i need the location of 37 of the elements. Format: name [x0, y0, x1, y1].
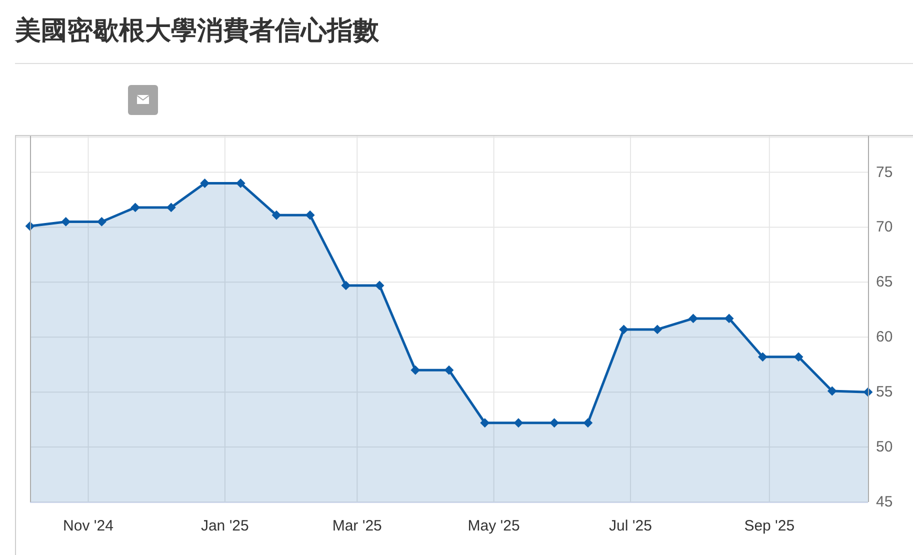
x-tick-label: Jul '25: [609, 518, 652, 534]
point: [375, 280, 384, 290]
point: [166, 202, 176, 212]
y-tick-label: 65: [876, 274, 893, 291]
x-tick-label: May '25: [468, 518, 520, 534]
point: [794, 352, 804, 362]
y-tick-label: 70: [876, 218, 893, 236]
point: [619, 324, 628, 334]
point: [758, 352, 768, 362]
x-tick-label: Mar '25: [332, 518, 382, 534]
point: [410, 366, 420, 375]
y-tick-label: 60: [876, 328, 893, 346]
point: [444, 366, 454, 375]
point: [688, 314, 698, 323]
point: [828, 386, 837, 396]
y-tick-label: 55: [876, 384, 893, 401]
point: [272, 210, 281, 220]
x-tick-label: Nov '24: [63, 518, 114, 534]
y-tick-label: 50: [876, 438, 893, 456]
x-tick-label: Sep '25: [744, 518, 795, 534]
point: [130, 202, 140, 212]
point: [306, 210, 315, 220]
point: [341, 280, 350, 290]
x-tick-label: Jan '25: [200, 518, 249, 534]
point: [61, 217, 70, 226]
point: [200, 178, 210, 188]
point: [583, 418, 592, 428]
chart-title: 美國密歇根大學消費者信心指數: [14, 15, 380, 45]
point: [724, 314, 734, 323]
y-tick-label: 75: [876, 164, 893, 181]
y-tick-label: 45: [876, 494, 893, 510]
point: [652, 324, 662, 334]
point: [514, 418, 523, 428]
point: [480, 418, 490, 428]
point: [550, 418, 559, 428]
point: [97, 217, 106, 226]
point: [236, 178, 246, 188]
